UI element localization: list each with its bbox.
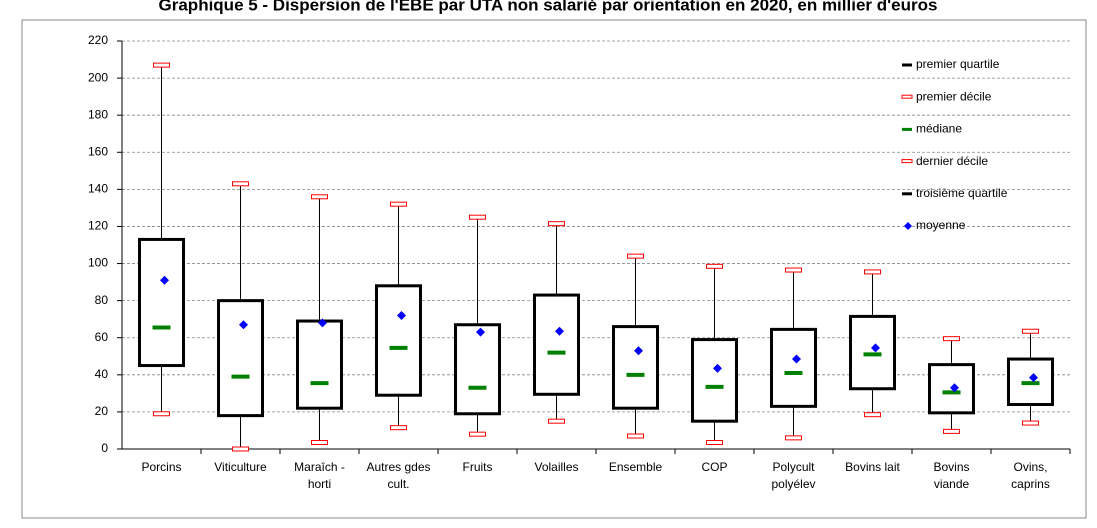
decile-marker [153, 62, 170, 68]
decile-marker [548, 221, 565, 227]
box [296, 319, 343, 410]
x-tick-label: Volailles [534, 460, 579, 474]
decile-marker [627, 253, 644, 259]
legend-label: dernier décile [916, 154, 988, 168]
legend-label: troisième quartile [916, 186, 1008, 200]
y-tick-label: 100 [88, 256, 108, 270]
x-tick-label: Bovins lait [845, 460, 900, 474]
x-tick-label: Maraîch - horti [294, 460, 345, 491]
y-tick-label: 20 [95, 404, 109, 418]
y-tick-label: 160 [88, 144, 108, 158]
y-tick-label: 40 [95, 367, 109, 381]
mean [555, 326, 564, 336]
y-tick-label: 80 [95, 293, 109, 307]
decile-marker [469, 214, 486, 220]
x-tick-label: COP [701, 460, 728, 474]
y-tick-label: 180 [88, 107, 108, 121]
decile-marker [548, 418, 565, 424]
decile-marker [785, 267, 802, 273]
mean [713, 363, 722, 373]
decile-marker [390, 425, 407, 431]
decile-marker [469, 431, 486, 437]
x-tick-label: Ovins, caprins [1011, 460, 1050, 491]
mean [792, 354, 801, 364]
decile-marker [311, 440, 328, 446]
y-tick-label: 60 [95, 330, 109, 344]
chart-frame [21, 19, 1087, 519]
decile-marker [390, 201, 407, 207]
mean [476, 327, 485, 337]
x-tick-label: Ensemble [608, 460, 663, 474]
y-tick-label: 220 [88, 33, 108, 47]
y-tick-label: 140 [88, 182, 108, 196]
mean [160, 275, 169, 285]
box [454, 323, 501, 416]
decile-marker [232, 181, 249, 187]
mean [397, 310, 406, 320]
x-tick-label: Fruits [462, 460, 493, 474]
legend-marker [901, 94, 913, 99]
decile-marker [1022, 328, 1039, 334]
box [691, 338, 738, 423]
x-tick-label: Polycult polyélev [771, 460, 816, 491]
y-tick-label: 120 [88, 219, 108, 233]
decile-marker [311, 194, 328, 200]
decile-marker [706, 263, 723, 269]
box [375, 284, 422, 397]
legend-marker [904, 222, 912, 230]
x-tick-label: Bovins viande [933, 460, 970, 491]
box [928, 363, 975, 415]
box [770, 327, 817, 408]
mean [318, 318, 327, 328]
decile-marker [232, 446, 249, 452]
mean [634, 346, 643, 356]
x-tick-label: Autres gdes cult. [366, 460, 431, 491]
decile-marker [943, 336, 960, 342]
decile-marker [864, 269, 881, 275]
legend-label: médiane [916, 122, 962, 136]
decile-marker [153, 411, 170, 417]
legend-marker [901, 159, 913, 164]
legend-label: premier quartile [916, 57, 1000, 71]
box [217, 299, 264, 418]
x-tick-label: Porcins [141, 460, 182, 474]
chart-title: Graphique 5 - Dispersion de l'EBE par UT… [159, 0, 938, 14]
mean [950, 383, 959, 393]
decile-marker [785, 435, 802, 441]
decile-marker [706, 440, 723, 446]
x-tick-label: Viticulture [214, 460, 267, 474]
decile-marker [627, 433, 644, 439]
legend-label: moyenne [916, 218, 966, 232]
mean [239, 320, 248, 330]
box [612, 325, 659, 410]
y-tick-label: 200 [88, 70, 108, 84]
mean [1029, 373, 1038, 383]
box [533, 293, 580, 396]
decile-marker [1022, 420, 1039, 426]
box [138, 237, 185, 368]
mean [871, 343, 880, 353]
decile-marker [864, 412, 881, 418]
legend-label: premier décile [916, 89, 992, 103]
decile-marker [943, 428, 960, 434]
y-tick-label: 0 [101, 441, 108, 455]
